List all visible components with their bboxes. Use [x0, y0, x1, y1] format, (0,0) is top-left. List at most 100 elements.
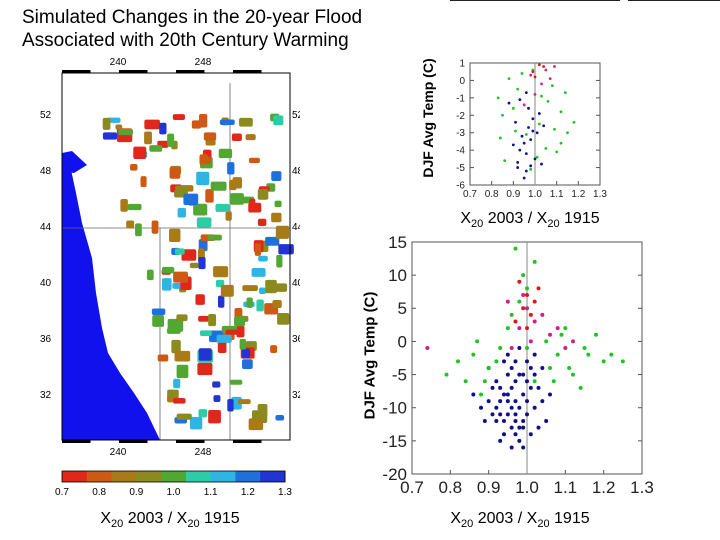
data-point	[521, 392, 526, 397]
data-point	[444, 372, 449, 377]
page-title: Simulated Changes in the 20-year Flood A…	[22, 7, 363, 51]
data-point	[529, 164, 533, 168]
data-point	[531, 129, 535, 133]
watershed-patch	[217, 295, 225, 308]
data-point	[505, 399, 510, 404]
watershed-patch	[151, 308, 166, 316]
data-point	[498, 385, 503, 390]
colorbar-swatch	[260, 471, 286, 482]
watershed-patch	[246, 297, 253, 308]
x-tick-label: 1.3	[593, 189, 607, 200]
data-point	[571, 339, 575, 344]
watershed-patch	[210, 181, 227, 191]
small-scatter-xlabel: X20 2003 / X20 1915	[460, 210, 600, 231]
y-tick-label: -3	[456, 128, 465, 139]
watershed-patch	[241, 348, 251, 359]
colorbar-swatch	[161, 471, 187, 482]
watershed-patch	[126, 220, 135, 229]
x-tick-label: 0.9	[506, 189, 520, 200]
data-point	[494, 418, 499, 423]
watershed-patch	[176, 364, 189, 379]
watershed-patch	[198, 239, 208, 252]
data-point	[501, 113, 504, 117]
watershed-patch	[127, 203, 142, 211]
watershed-patch	[177, 207, 187, 218]
data-point	[528, 339, 533, 344]
data-point	[522, 176, 526, 180]
data-point	[540, 162, 543, 166]
watershed-patch	[227, 399, 234, 412]
watershed-patch	[203, 132, 217, 141]
data-point	[517, 372, 522, 377]
data-point	[521, 425, 526, 430]
lat-tick-label: 48	[40, 166, 52, 177]
data-point	[521, 273, 526, 278]
y-tick-label: -1	[456, 93, 465, 104]
data-point	[529, 167, 533, 171]
data-point	[571, 372, 575, 377]
colorbar-tick-label: 1.1	[204, 487, 218, 498]
data-point	[513, 432, 518, 437]
data-point	[505, 392, 510, 397]
watershed-patch	[173, 397, 186, 404]
data-point	[494, 379, 499, 384]
watershed-patch	[257, 404, 268, 418]
watershed-patch	[173, 378, 181, 389]
data-point	[521, 445, 526, 450]
data-point	[518, 98, 522, 101]
data-point	[463, 379, 468, 384]
data-point	[456, 359, 460, 364]
x-tick-label: 0.8	[485, 189, 499, 200]
watershed-patch	[205, 189, 214, 203]
y-tick-label: -20	[382, 465, 407, 484]
watershed-patch	[270, 345, 278, 353]
data-point	[517, 299, 522, 304]
data-point	[479, 392, 483, 397]
watershed-patch	[169, 167, 181, 179]
y-tick-label: 10	[388, 266, 407, 285]
colorbar-swatch	[86, 471, 113, 482]
x-tick-label: 1.0	[515, 478, 539, 497]
lat-tick-label: 40	[292, 278, 300, 289]
data-point	[594, 332, 598, 337]
data-point	[511, 106, 515, 110]
lat-tick-label: 40	[40, 278, 52, 289]
data-point	[532, 405, 537, 410]
data-point	[528, 385, 533, 390]
watershed-patch	[257, 218, 267, 226]
data-point	[502, 418, 506, 423]
data-point	[572, 120, 576, 124]
data-point	[517, 438, 522, 443]
colorbar-tick-label: 1.3	[278, 487, 292, 498]
map-border-segment	[119, 440, 148, 443]
map-border-segment	[176, 70, 205, 73]
data-point	[532, 372, 537, 377]
data-point	[601, 359, 606, 364]
data-point	[536, 286, 541, 291]
data-point	[528, 432, 533, 437]
data-point	[527, 106, 530, 110]
data-point	[471, 352, 476, 357]
data-point	[494, 359, 499, 364]
watershed-patch	[229, 179, 237, 191]
data-point	[517, 326, 522, 331]
data-point	[502, 432, 506, 437]
data-point	[532, 379, 537, 384]
data-point	[548, 365, 552, 370]
data-point	[505, 352, 510, 357]
data-point	[563, 91, 567, 95]
data-point	[535, 131, 539, 135]
large-scatter-chart: 0.7 0.8 0.9 1.0 1.1 1.2 1.3 15 10 5 0 -5 -10 -15 -20	[382, 233, 653, 497]
large-scatter-xlabel: X20 2003 / X20 1915	[450, 510, 590, 531]
data-point	[553, 65, 556, 68]
data-point	[542, 124, 546, 128]
watershed-patch	[115, 124, 123, 130]
data-point	[509, 425, 514, 430]
watershed-patch	[242, 359, 253, 370]
data-point	[529, 138, 533, 142]
data-point	[553, 127, 556, 131]
watershed-patch	[120, 198, 128, 212]
data-point	[535, 155, 539, 159]
watershed-patch	[225, 329, 242, 335]
watershed-patch	[265, 236, 280, 246]
